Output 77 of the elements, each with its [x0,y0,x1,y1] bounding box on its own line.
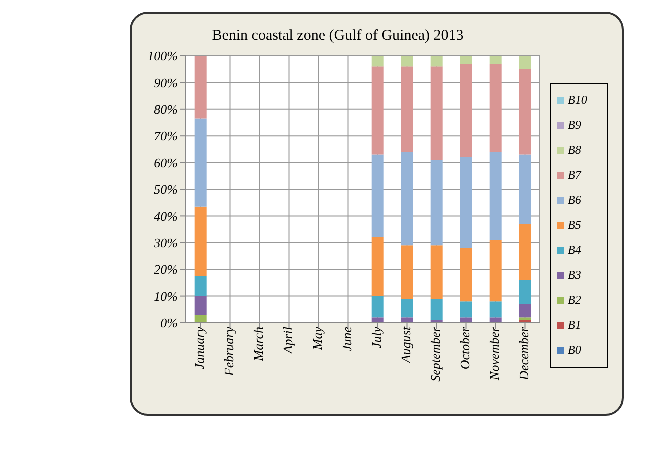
x-tick-label: September [428,326,443,382]
bar [430,298,443,320]
bar [490,240,502,302]
bar [430,56,443,67]
x-tick-label: December [516,326,532,382]
bar [194,56,207,119]
bar [519,224,532,280]
legend-label: B5 [568,218,582,233]
bar [194,206,207,276]
x-tick-label: July [368,326,384,349]
bar [194,314,207,323]
x-tick-label: October [457,326,472,370]
bar [460,64,472,158]
x-tick-label: March [250,327,266,362]
y-tick-label: 20% [154,262,178,278]
bar [372,66,384,155]
legend-label: B8 [568,143,582,158]
y-tick-label: 90% [154,75,178,90]
legend-label: B6 [568,193,582,208]
bar [490,152,502,240]
x-tick-label: February [221,326,236,378]
bar [460,56,472,64]
bar [430,66,443,160]
bar [519,154,532,224]
x-tick-label: May [310,326,325,352]
bar [460,248,472,302]
bar [194,296,207,315]
chart-title: Benin coastal zone (Gulf of Guinea) 2013 [211,28,465,45]
bar [490,302,502,318]
bar [401,152,414,246]
y-tick-label: 100% [148,48,178,64]
y-tick-label: 80% [154,102,178,118]
bar [519,69,532,155]
legend-label: B3 [568,268,582,283]
bar [194,118,207,207]
bar [372,318,384,323]
bar [401,56,414,67]
x-tick-label: January [192,326,207,370]
bar [372,238,384,296]
bar [490,56,502,64]
bar [401,298,414,318]
legend-label: B7 [568,168,582,183]
bar [519,318,532,320]
bar [519,280,532,304]
x-tick-label: November [486,326,502,382]
bar [519,304,532,318]
legend-label: B9 [568,118,582,133]
y-tick-label: 70% [154,128,178,144]
bar [401,246,414,299]
bar [460,318,472,323]
bar [372,296,384,318]
bar [430,160,443,246]
bar [519,56,532,70]
legend-label: B1 [568,318,582,333]
y-tick-label: 50% [154,182,178,198]
bar [372,154,384,238]
bar [490,64,502,152]
bar [460,302,472,318]
bar [490,318,502,323]
y-tick-label: 40% [154,208,178,224]
y-tick-label: 30% [153,236,178,251]
legend-label: B2 [568,293,582,308]
legend-label: B4 [568,243,582,258]
bar [401,66,414,152]
bar [194,276,207,296]
bar [460,157,472,248]
y-tick-label: 60% [154,155,178,170]
x-tick-label: August [398,326,414,364]
legend-label: B10 [568,93,588,108]
y-tick-label: 0% [160,316,178,331]
bar [430,246,443,299]
x-tick-label: April [280,326,296,355]
legend-label: B0 [568,343,582,358]
bar [372,56,384,67]
y-tick-label: 10% [154,288,178,304]
x-tick-label: June [339,326,354,352]
bar [401,318,414,323]
